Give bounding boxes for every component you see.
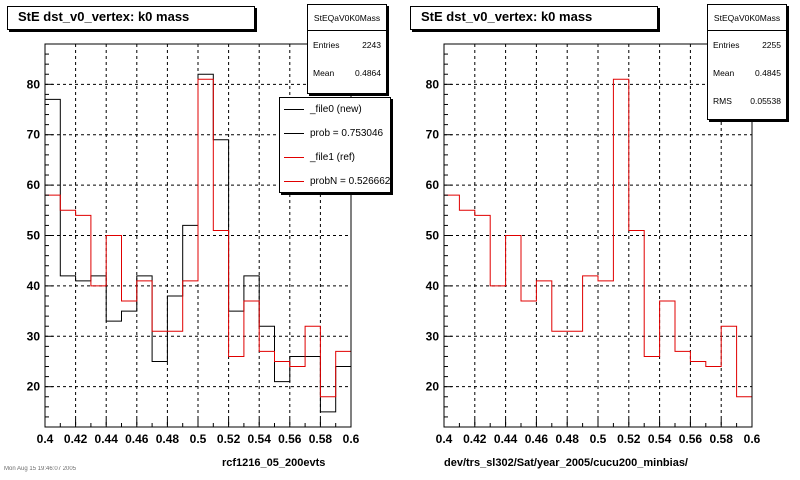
right-stats-name: StEQaV0K0Mass [708, 5, 786, 31]
left-x-tick-label: 0.6 [343, 432, 360, 446]
left-stats-box: StEQaV0K0Mass Entries 2243 Mean 0.4864 [307, 4, 387, 94]
stat-value: 0.4864 [355, 68, 381, 78]
right-chart-title: StE dst_v0_vertex: k0 mass [410, 6, 658, 30]
right-file-label: dev/trs_sl302/Sat/year_2005/cucu200_minb… [444, 457, 688, 469]
legend-swatch [284, 109, 304, 110]
right-y-tick-label: 40 [426, 279, 440, 293]
left-series-1-line [45, 78, 352, 398]
legend-swatch [284, 181, 304, 182]
left-chart-title-text: StE dst_v0_vertex: k0 mass [18, 9, 190, 24]
right-x-tick-label: 0.46 [525, 432, 549, 446]
left-stats-row-entries: Entries 2243 [308, 31, 386, 59]
right-stats-row-entries: Entries 2255 [708, 31, 786, 59]
left-x-tick-label: 0.42 [64, 432, 88, 446]
stat-label: Mean [313, 68, 335, 78]
left-x-tick-label: 0.52 [217, 432, 241, 446]
right-y-tick-label: 50 [426, 229, 440, 243]
left-y-tick-label: 70 [27, 128, 41, 142]
left-x-tick-label: 0.46 [125, 432, 149, 446]
legend-label: _file1 (ref) [310, 152, 356, 163]
left-stats-name: StEQaV0K0Mass [308, 5, 386, 31]
legend-label: prob = 0.753046 [310, 128, 384, 139]
left-y-tick-label: 40 [27, 279, 41, 293]
right-x-tick-label: 0.52 [617, 432, 641, 446]
legend-label: probN = 0.526662 [310, 176, 391, 187]
left-chart-title: StE dst_v0_vertex: k0 mass [7, 6, 255, 30]
left-y-tick-label: 50 [27, 229, 41, 243]
footer-timestamp: Mon Aug 15 19:46:07 2005 [4, 466, 77, 472]
stat-label: Entries [313, 40, 340, 50]
right-y-tick-label: 20 [426, 380, 440, 394]
left-y-tick-label: 30 [27, 329, 41, 343]
right-y-tick-label: 30 [426, 329, 440, 343]
left-x-tick-label: 0.44 [95, 432, 119, 446]
legend-entry: _file0 (new) [280, 98, 390, 122]
right-stats-row-mean: Mean 0.4845 [708, 59, 786, 87]
right-x-tick-label: 0.48 [556, 432, 580, 446]
right-x-tick-label: 0.56 [679, 432, 703, 446]
right-y-tick-label: 70 [426, 128, 440, 142]
stat-value: 0.4845 [755, 68, 781, 78]
right-x-tick-label: 0.54 [648, 432, 672, 446]
stat-label: Mean [713, 68, 735, 78]
legend-entry: prob = 0.753046 [280, 122, 390, 146]
left-stats-row-mean: Mean 0.4864 [308, 59, 386, 87]
left-x-tick-label: 0.5 [190, 432, 207, 446]
legend-swatch [284, 133, 304, 134]
left-y-tick-label: 20 [27, 380, 41, 394]
legend-label: _file0 (new) [310, 104, 362, 115]
legend: _file0 (new) prob = 0.753046 _file1 (ref… [279, 97, 391, 193]
legend-entry: probN = 0.526662 [280, 170, 391, 192]
left-y-tick-label: 60 [27, 178, 41, 192]
right-x-tick-label: 0.6 [744, 432, 761, 446]
right-stats-box: StEQaV0K0Mass Entries 2255 Mean 0.4845 R… [707, 4, 787, 120]
stat-label: Entries [713, 40, 740, 50]
stat-value: 2243 [362, 40, 381, 50]
right-stats-row-rms: RMS 0.05538 [708, 87, 786, 115]
right-series-0-line [444, 78, 753, 398]
right-x-tick-label: 0.42 [463, 432, 487, 446]
left-y-tick-label: 80 [27, 77, 41, 91]
left-x-tick-label: 0.58 [309, 432, 333, 446]
right-y-tick-label: 80 [426, 77, 440, 91]
right-chart-title-text: StE dst_v0_vertex: k0 mass [421, 9, 593, 24]
left-x-tick-label: 0.48 [156, 432, 180, 446]
left-x-tick-label: 0.56 [278, 432, 302, 446]
right-x-tick-label: 0.58 [710, 432, 734, 446]
right-x-tick-label: 0.5 [590, 432, 607, 446]
legend-entry: _file1 (ref) [280, 146, 390, 170]
right-x-tick-label: 0.44 [494, 432, 518, 446]
left-x-tick-label: 0.4 [37, 432, 54, 446]
left-x-tick-label: 0.54 [248, 432, 272, 446]
right-y-tick-label: 60 [426, 178, 440, 192]
left-file-label: rcf1216_05_200evts [222, 457, 326, 469]
legend-swatch [284, 157, 304, 158]
right-x-tick-label: 0.4 [436, 432, 453, 446]
stat-value: 2255 [762, 40, 781, 50]
stat-label: RMS [713, 96, 732, 106]
stat-value: 0.05538 [750, 96, 781, 106]
